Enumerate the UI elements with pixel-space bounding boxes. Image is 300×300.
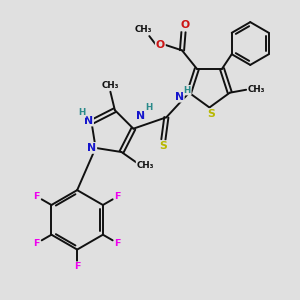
Text: S: S — [160, 141, 167, 151]
Text: F: F — [74, 262, 80, 271]
Text: O: O — [156, 40, 165, 50]
Text: N: N — [84, 116, 93, 126]
Text: F: F — [33, 192, 40, 201]
Text: F: F — [115, 192, 121, 201]
Text: N: N — [175, 92, 184, 102]
Text: N: N — [136, 111, 146, 121]
Text: F: F — [115, 239, 121, 248]
Text: CH₃: CH₃ — [102, 81, 119, 90]
Text: O: O — [180, 20, 190, 30]
Text: CH₃: CH₃ — [135, 25, 152, 34]
Text: H: H — [145, 103, 152, 112]
Text: F: F — [33, 239, 40, 248]
Text: CH₃: CH₃ — [248, 85, 265, 94]
Text: S: S — [207, 109, 215, 119]
Text: H: H — [78, 108, 85, 117]
Text: CH₃: CH₃ — [136, 161, 154, 170]
Text: H: H — [184, 85, 191, 94]
Text: N: N — [87, 143, 96, 153]
